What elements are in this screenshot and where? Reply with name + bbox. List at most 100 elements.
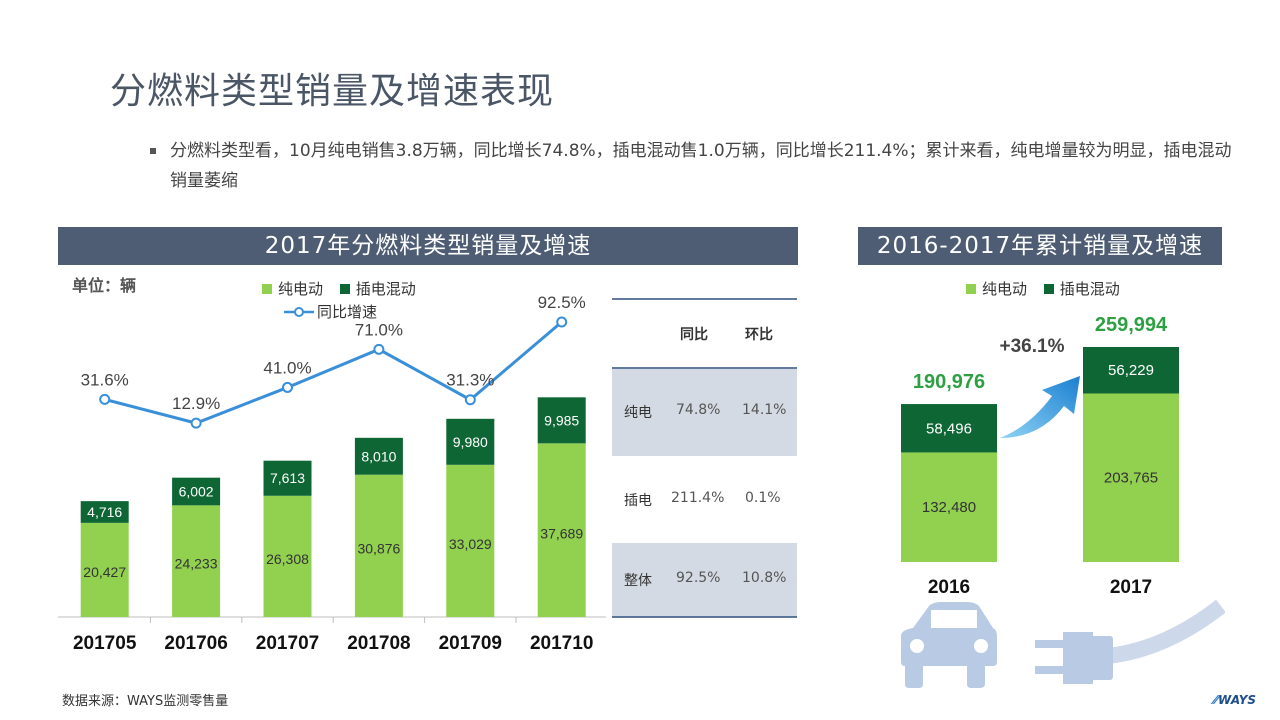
unit-label: 单位：辆 [72,276,137,295]
x-tick-label: 2017 [1110,577,1152,598]
legend-bev-swatch [262,283,272,294]
car-headlight-right [974,639,988,653]
growth-label: 71.0% [355,320,403,339]
bar-bev [537,443,586,617]
x-tick-label: 2016 [928,577,970,598]
growth-label: 31.6% [81,370,129,389]
cumulative-chart-header: 2016-2017年累计销量及增速 [858,227,1222,265]
legend-phev-label: 插电混动 [355,280,416,298]
bar-bev-label: 203,765 [1104,470,1158,487]
monthly-stacked-chart: 20,427 4,716 201705 24,233 6,002 201706 26,308… [58,293,606,654]
bar-phev [446,418,495,465]
bar-phev [1083,346,1179,394]
x-tick-label: 201709 [439,633,502,654]
page-title: 分燃料类型销量及增速表现 [110,71,555,112]
table-cell-yoy: 211.4% [671,490,725,506]
x-tick-label: 201705 [73,633,137,654]
growth-point [190,417,202,429]
growth-label: 31.3% [446,371,494,390]
growth-label: 41.0% [263,358,311,377]
monthly-legend: 纯电动 插电混动 同比增速 [262,278,428,322]
bar-phev-label: 9,980 [453,434,488,450]
x-tick-label: 201708 [347,633,410,654]
bullet-marker [150,148,156,154]
bar-phev-label: 8,010 [361,448,396,464]
growth-point [373,343,385,355]
bar-bev-label: 132,480 [922,499,976,516]
growth-arrow-icon [1000,376,1080,438]
table-cell-yoy: 74.8% [676,402,721,418]
bar-phev [172,477,221,506]
growth-line [104,320,563,425]
bar-phev-label: 58,496 [926,420,972,437]
growth-point [464,394,476,406]
bar-bev-label: 26,308 [266,551,309,567]
x-tick-label: 201710 [530,633,593,654]
x-tick-label: 201706 [164,633,227,654]
bar-total-label: 259,994 [1095,314,1168,336]
legend-phev-label: 插电混动 [1059,280,1120,298]
table-cell-yoy: 92.5% [676,570,721,586]
legend-growth: 同比增速 [284,301,428,322]
bar-total-label: 190,976 [913,371,985,393]
cumulative-stacked-chart: 132,480 58,496 190,976 2016 203,765 56,229 259… [901,314,1179,598]
summary-bullet: 分燃料类型看，10月纯电销售3.8万辆，同比增长74.8%，插电混动售1.0万辆… [150,136,1240,196]
data-source: 数据来源：WAYS监测零售量 [62,694,229,709]
legend-growth-label: 同比增速 [317,303,378,321]
table-header-yoy: 同比 [680,327,708,343]
car-window [931,610,977,628]
legend-bev: 纯电动 [262,278,323,299]
legend-bev-label: 纯电动 [278,280,324,298]
growth-arrow-label: +36.1% [1000,336,1065,357]
bar-bev-label: 37,689 [540,526,583,542]
growth-point [99,393,111,405]
bar-bev [354,474,403,617]
bar-phev-label: 4,716 [87,504,122,520]
monthly-chart-header: 2017年分燃料类型销量及增速 [58,227,798,265]
legend-phev-swatch [339,283,350,294]
table-cell-mom: 14.1% [742,402,787,418]
bar-bev [263,495,312,617]
ways-logo-mark: ⁄⁄ [1214,693,1219,707]
bar-bev-label: 24,233 [175,555,218,571]
bar-bev [172,505,221,617]
plug-icon [1035,600,1225,684]
bar-phev [263,460,312,496]
legend-phev-swatch [1043,283,1054,294]
legend-growth-line-icon [284,306,314,317]
table-row-label: 整体 [624,573,652,589]
legend-bev: 纯电动 [966,278,1027,299]
ways-logo: ⁄⁄WAYS [1214,693,1256,707]
ways-logo-text: WAYS [1218,693,1257,707]
car-plug-illustration [901,600,1225,688]
bar-phev [537,397,586,444]
legend-bev-swatch [966,283,976,294]
table-row-label: 纯电 [624,405,652,421]
bar-phev [354,437,403,475]
summary-text: 分燃料类型看，10月纯电销售3.8万辆，同比增长74.8%，插电混动售1.0万辆… [170,141,1232,191]
table-cell-mom: 0.1% [745,490,781,506]
x-tick-label: 201707 [256,633,319,654]
bar-bev-label: 20,427 [83,564,126,580]
table-cell-mom: 10.8% [742,570,787,586]
table-frame [612,298,797,618]
bar-bev-label: 33,029 [449,536,492,552]
bar-phev-label: 7,613 [270,470,305,486]
car-headlight-left [910,639,924,653]
growth-label: 92.5% [538,293,586,312]
legend-phev: 插电混动 [339,278,416,299]
growth-point [556,316,568,328]
cumulative-legend: 纯电动 插电混动 [966,278,1132,299]
bar-phev [80,501,129,523]
bar-bev [446,464,495,617]
bar-phev-label: 9,985 [544,412,579,428]
bar-phev-label: 6,002 [179,484,214,500]
bar-phev-label: 56,229 [1108,362,1154,379]
bar-bev-label: 30,876 [357,541,400,557]
bar-phev [901,404,997,453]
legend-phev: 插电混动 [1043,278,1120,299]
table-header-mom: 环比 [745,327,773,343]
bar-bev [901,452,997,562]
bar-bev [1083,393,1179,562]
growth-point [282,381,293,393]
